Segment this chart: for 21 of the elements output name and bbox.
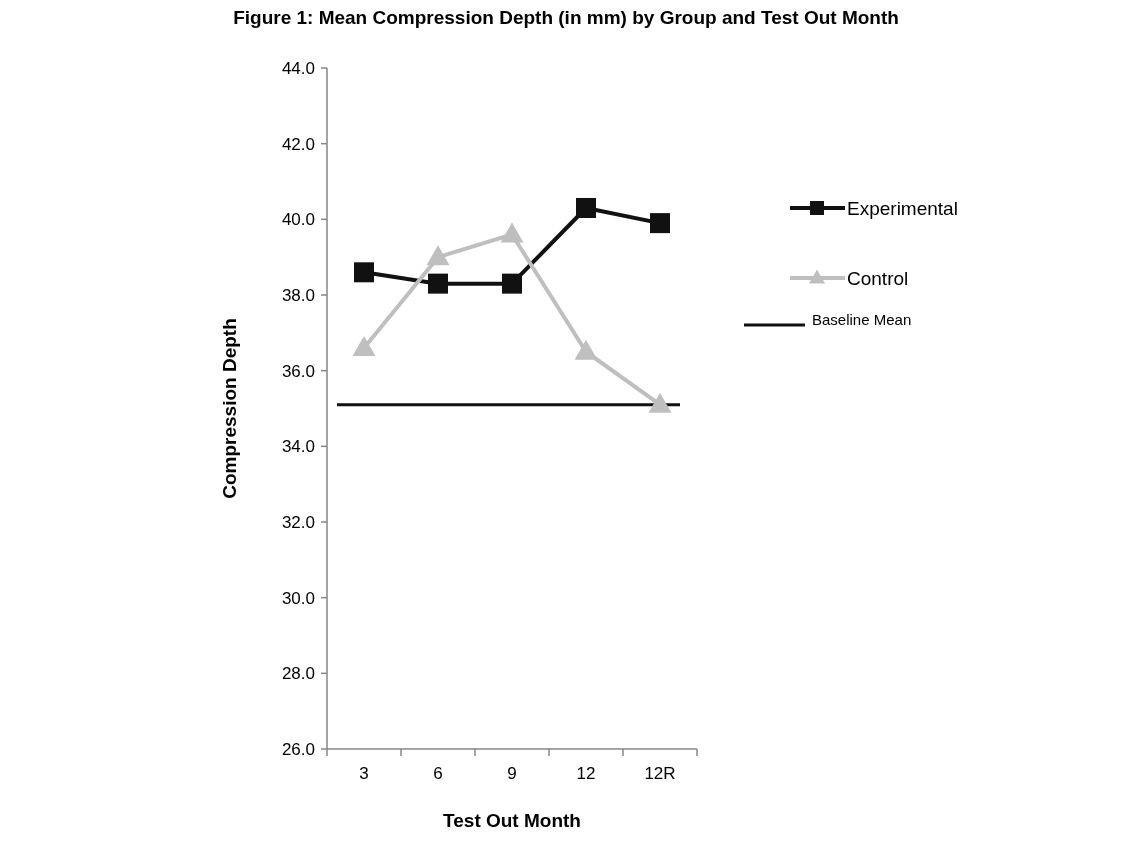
x-axis-title: Test Out Month	[443, 810, 581, 831]
y-tick-label: 32.0	[281, 512, 315, 532]
y-tick-label: 42.0	[281, 134, 315, 154]
y-tick-label: 26.0	[281, 739, 315, 759]
y-tick-label: 44.0	[281, 58, 315, 78]
legend-label: Experimental	[847, 197, 958, 219]
x-tick-label: 12R	[644, 764, 676, 783]
y-tick-label: 40.0	[281, 210, 315, 230]
x-tick-label: 3	[359, 764, 369, 783]
y-tick-label: 28.0	[281, 664, 315, 684]
y-tick-label: 34.0	[281, 437, 315, 457]
y-tick-label: 38.0	[281, 285, 315, 305]
y-tick-label: 36.0	[281, 361, 315, 381]
x-tick-label: 12	[576, 764, 596, 783]
legend-label: Baseline Mean	[812, 310, 912, 328]
y-tick-label: 30.0	[281, 588, 315, 608]
legend-label: Control	[847, 267, 909, 289]
x-tick-label: 9	[507, 764, 517, 783]
x-tick-label: 6	[433, 764, 443, 783]
chart-title: Figure 1: Mean Compression Depth (in mm) by Group and Test Out Month	[233, 7, 899, 28]
y-axis-title: Compression Depth	[219, 318, 240, 499]
